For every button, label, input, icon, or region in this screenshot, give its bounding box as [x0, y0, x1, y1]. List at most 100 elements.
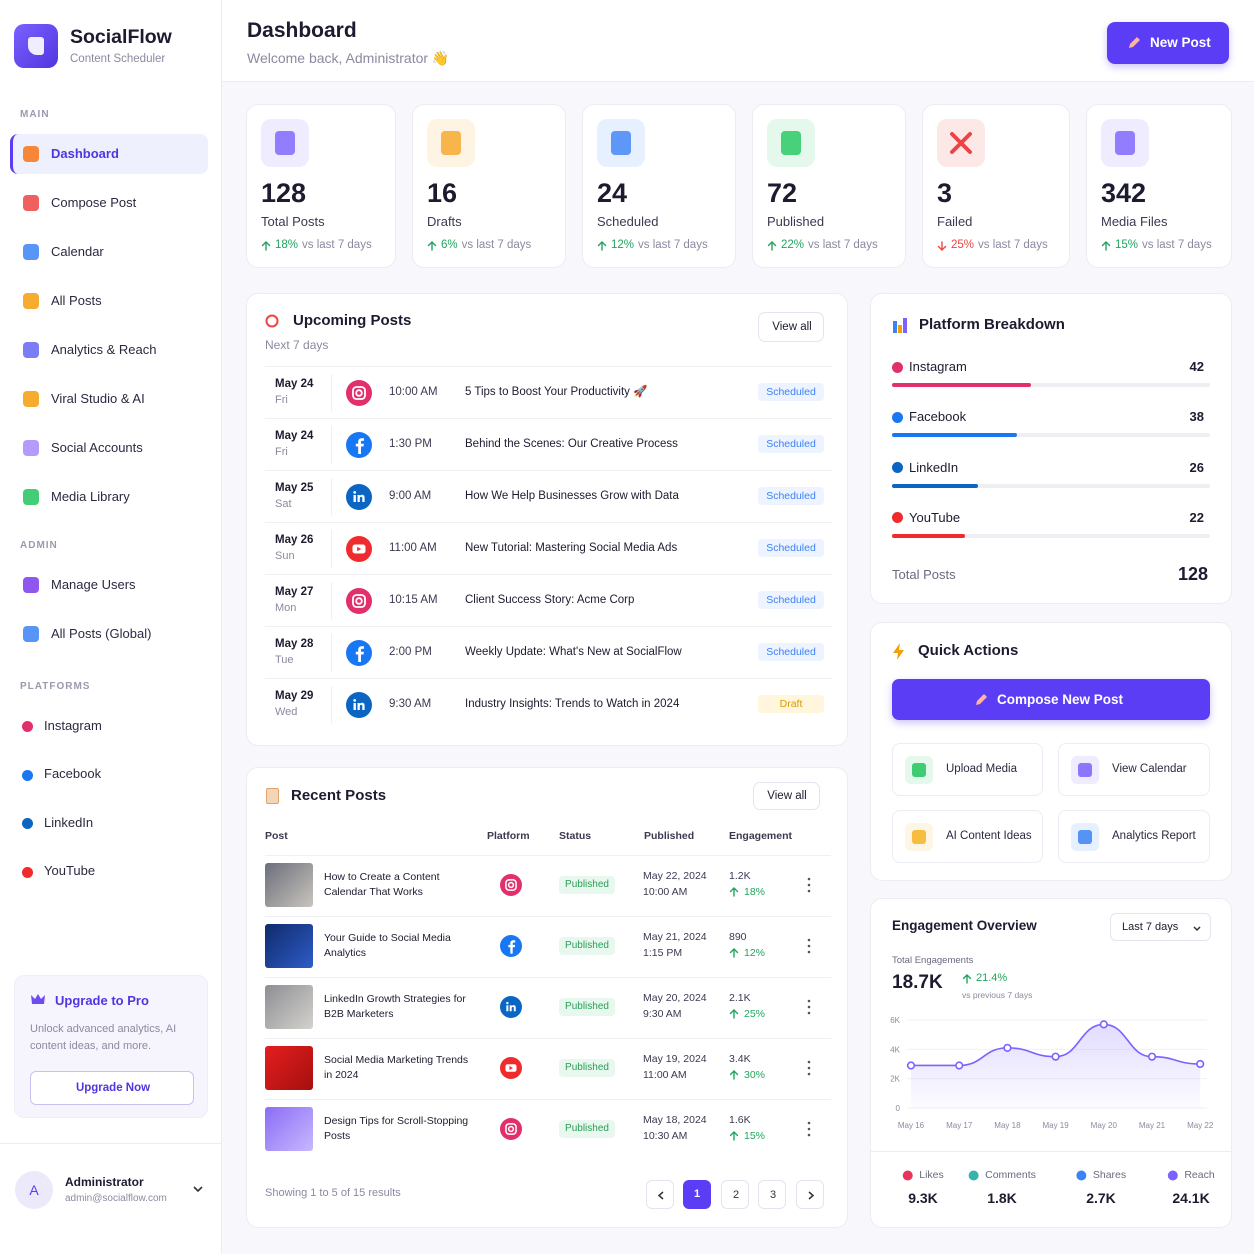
- engagement-change-value: 15%: [744, 1130, 766, 1142]
- post-day: Tue: [275, 654, 294, 667]
- nav-item[interactable]: [10, 706, 208, 746]
- published-time: 9:30 AM: [643, 1008, 682, 1021]
- engagement-change-value: 25%: [744, 1008, 766, 1020]
- pagination-page[interactable]: 3: [758, 1180, 786, 1209]
- panel-title: Upcoming Posts: [293, 311, 412, 329]
- page-number: 3: [769, 1188, 777, 1201]
- quick-action-label: AI Content Ideas: [946, 829, 1032, 842]
- upgrade-button[interactable]: Upgrade Now: [30, 1071, 194, 1105]
- total-engagements-label: Total Engagements: [892, 955, 974, 967]
- stat-change-note: vs last 7 days: [302, 239, 372, 251]
- glyph: [506, 1001, 509, 1005]
- bar-track: [892, 433, 1210, 438]
- nav-label: Media Library: [51, 488, 130, 504]
- glyph: [507, 1125, 515, 1133]
- quick-action-tile[interactable]: Upload Media: [892, 743, 1043, 796]
- metric-icon: [902, 1170, 913, 1181]
- stat-icon: [597, 119, 645, 167]
- menu-dot: [807, 1060, 811, 1064]
- stat-card: 342 Media Files 15% vs last 7 days: [1086, 104, 1232, 268]
- nav-icon: [23, 195, 39, 211]
- x-tick-label: May 19: [1042, 1121, 1069, 1130]
- x-tick-label: May 18: [994, 1121, 1021, 1130]
- stat-icon-shape: [1115, 131, 1135, 155]
- stat-label: Media Files: [1101, 213, 1168, 229]
- nav-label: All Posts (Global): [51, 625, 152, 641]
- period-dropdown[interactable]: Last 7 days: [1110, 913, 1211, 941]
- view-all-label: View all: [767, 789, 807, 802]
- column-header: Status: [559, 830, 592, 843]
- stat-label: Failed: [937, 213, 973, 229]
- row-divider: [265, 916, 831, 917]
- nav-item[interactable]: [10, 755, 208, 795]
- quick-action-tile[interactable]: View Calendar: [1058, 743, 1210, 796]
- recent-icon: [266, 788, 279, 804]
- stat-icon-shape: [781, 131, 801, 155]
- pagination-next[interactable]: [796, 1180, 824, 1209]
- arrow-shape: [729, 1131, 739, 1141]
- status-label: Published: [565, 879, 609, 891]
- row-divider: [265, 1038, 831, 1039]
- nav-item[interactable]: [10, 232, 208, 272]
- menu-dot: [807, 889, 811, 893]
- status-badge: Scheduled: [758, 487, 824, 505]
- platform-name: Instagram: [909, 358, 967, 374]
- nav-item[interactable]: [10, 852, 208, 892]
- total-engagements-value: 18.7K: [892, 972, 943, 994]
- post-time: 9:00 AM: [389, 489, 432, 502]
- glyph: [507, 881, 515, 889]
- stat-change: 15% vs last 7 days: [1101, 239, 1212, 253]
- logo: [14, 24, 58, 68]
- row-menu: [807, 938, 811, 954]
- glyph: [509, 1005, 516, 1012]
- stat-change-note: vs last 7 days: [1142, 239, 1212, 251]
- stat-card: 24 Scheduled 12% vs last 7 days: [582, 104, 736, 268]
- pagination-page[interactable]: 1: [683, 1180, 711, 1209]
- menu-dot: [807, 1066, 811, 1070]
- glyph: [352, 386, 366, 400]
- row-divider: [265, 522, 833, 523]
- x-tick-label: May 16: [898, 1121, 925, 1130]
- status-label: Scheduled: [766, 645, 816, 658]
- stat-change-note: vs last 7 days: [808, 239, 878, 251]
- menu-dot: [807, 1121, 811, 1125]
- metric-value: 2.7K: [1086, 1190, 1116, 1207]
- platform-icon: [346, 588, 372, 614]
- published-date: May 21, 2024: [643, 931, 707, 944]
- date-divider: [331, 686, 332, 724]
- compose-label: Compose New Post: [997, 691, 1124, 707]
- view-all-button[interactable]: View all: [753, 782, 820, 810]
- chevron: [808, 1191, 815, 1200]
- x-tick-label: May 20: [1091, 1121, 1118, 1130]
- compose-new-post-button[interactable]: Compose New Post: [892, 679, 1210, 720]
- pagination-page[interactable]: 2: [721, 1180, 749, 1209]
- metric-icon: [1167, 1170, 1178, 1181]
- menu-dot: [807, 950, 811, 954]
- bar-fill: [892, 383, 1031, 387]
- platform-breakdown-panel: Platform Breakdown Instagram 42 Facebook 38 L…: [870, 293, 1232, 604]
- trend-arrow: [767, 240, 777, 251]
- nav-item[interactable]: [10, 803, 208, 843]
- new-post-button[interactable]: New Post: [1107, 22, 1229, 64]
- chevron: [1193, 926, 1201, 932]
- post-day: Sat: [275, 498, 292, 511]
- row-menu: [807, 999, 811, 1015]
- pagination-prev[interactable]: [646, 1180, 674, 1209]
- quick-action-tile[interactable]: Analytics Report: [1058, 810, 1210, 863]
- data-point: [1147, 1052, 1157, 1061]
- stat-value: 16: [427, 178, 458, 209]
- quick-action-tile[interactable]: AI Content Ideas: [892, 810, 1043, 863]
- stat-change-value: 18%: [275, 239, 299, 251]
- stat-change-value: 25%: [951, 239, 975, 251]
- stat-card: 3 Failed 25% vs last 7 days: [922, 104, 1070, 268]
- trend-arrow: [1101, 240, 1111, 251]
- glyph: [357, 702, 365, 710]
- trend-arrow: [597, 240, 607, 251]
- nav-item[interactable]: [10, 281, 208, 321]
- stat-value: 342: [1101, 178, 1147, 209]
- bolt: [893, 643, 904, 660]
- nav-label: Instagram: [44, 717, 102, 733]
- view-all-button[interactable]: View all: [758, 312, 824, 342]
- nav-item[interactable]: [10, 134, 208, 174]
- glyph: [505, 879, 517, 891]
